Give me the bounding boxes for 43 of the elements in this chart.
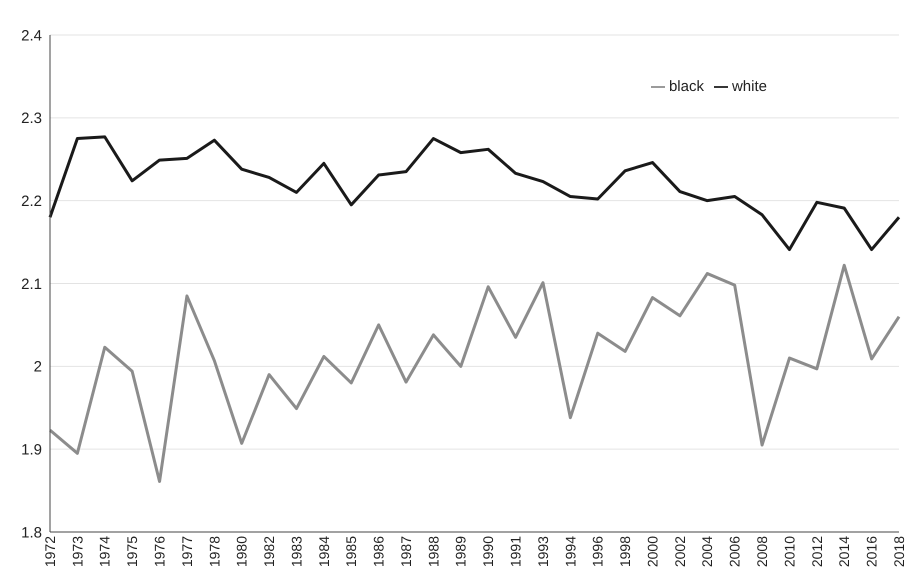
x-tick-label: 2008 [754,536,770,568]
x-tick-label: 1983 [288,536,304,568]
y-tick-label: 2 [34,358,42,376]
x-tick-label: 1998 [617,536,634,568]
x-tick-label: 2012 [808,536,825,568]
x-tick-label: 1982 [261,536,278,568]
x-tick-label: 1976 [151,536,168,568]
y-tick-label: 2.1 [21,276,42,293]
x-tick-label: 1980 [234,536,250,568]
x-tick-label: 2016 [864,536,880,568]
x-tick-label: 1994 [562,536,578,568]
x-tick-label: 2010 [781,536,798,568]
x-tick-label: 1991 [508,536,524,568]
x-tick-label: 1996 [590,536,606,568]
y-tick-label: 2.2 [21,192,42,210]
x-tick-label: 1986 [370,536,387,568]
x-tick-label: 1972 [42,536,58,568]
x-tick-label: 2004 [699,536,716,568]
x-tick-label: 2000 [644,536,660,568]
x-tick-label: 2018 [890,536,907,568]
x-tick-label: 2014 [836,536,852,568]
y-tick-label: 1.8 [21,524,42,542]
x-tick-label: 1974 [96,536,113,568]
x-tick-label: 1985 [343,536,360,568]
x-tick-label: 1973 [69,536,86,568]
x-tick-label: 1990 [480,536,496,568]
x-tick-label: 2006 [726,536,743,568]
y-tick-label: 2.3 [21,110,42,128]
x-tick-label: 1984 [316,536,332,568]
x-tick-label: 1987 [398,536,414,568]
x-tick-label: 1977 [178,536,195,568]
y-tick-label: 1.9 [21,441,42,458]
x-tick-label: 1993 [534,536,551,568]
line-series [48,135,900,252]
line-series [48,264,900,483]
x-tick-label: 1988 [425,536,442,568]
legend-label: black [668,78,704,95]
x-tick-label: 2002 [672,536,688,568]
x-tick-label: 1978 [206,536,222,568]
legend-label: white [732,78,767,95]
x-tick-label: 1989 [452,536,469,568]
y-tick-label: 2.4 [21,27,42,44]
x-tick-label: 1975 [124,536,140,568]
